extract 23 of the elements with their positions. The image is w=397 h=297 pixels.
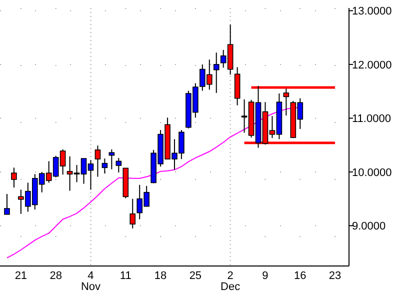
candlestick xyxy=(94,145,101,178)
x-tick-label: 21 xyxy=(14,270,28,282)
candlestick xyxy=(108,148,115,170)
y-tick-label: 12.0000 xyxy=(352,59,392,72)
x-tick-label: 23 xyxy=(328,270,342,282)
x-tick-label: 4 Nov xyxy=(80,270,102,293)
candlestick xyxy=(102,158,108,174)
candlestick xyxy=(116,157,122,173)
x-tick-label: 9 xyxy=(262,270,268,282)
x-tick-label: 16 xyxy=(294,270,306,282)
y-tick-label: 11.0000 xyxy=(352,113,391,126)
y-tick-label: 9.0000 xyxy=(352,220,386,233)
x-tick-label: 2 Dec xyxy=(220,270,241,293)
candlestick xyxy=(213,52,220,94)
x-tick-label: 25 xyxy=(189,270,202,282)
x-tick-label: 28 xyxy=(50,270,62,282)
x-tick-label: 18 xyxy=(154,270,167,282)
y-tick-label: 13.0000 xyxy=(352,6,392,18)
candlestick xyxy=(4,193,10,215)
x-tick-label: 11 xyxy=(120,270,132,282)
candlestick xyxy=(11,167,17,188)
y-tick-label: 10.0000 xyxy=(352,166,392,179)
candlestick xyxy=(130,198,136,229)
